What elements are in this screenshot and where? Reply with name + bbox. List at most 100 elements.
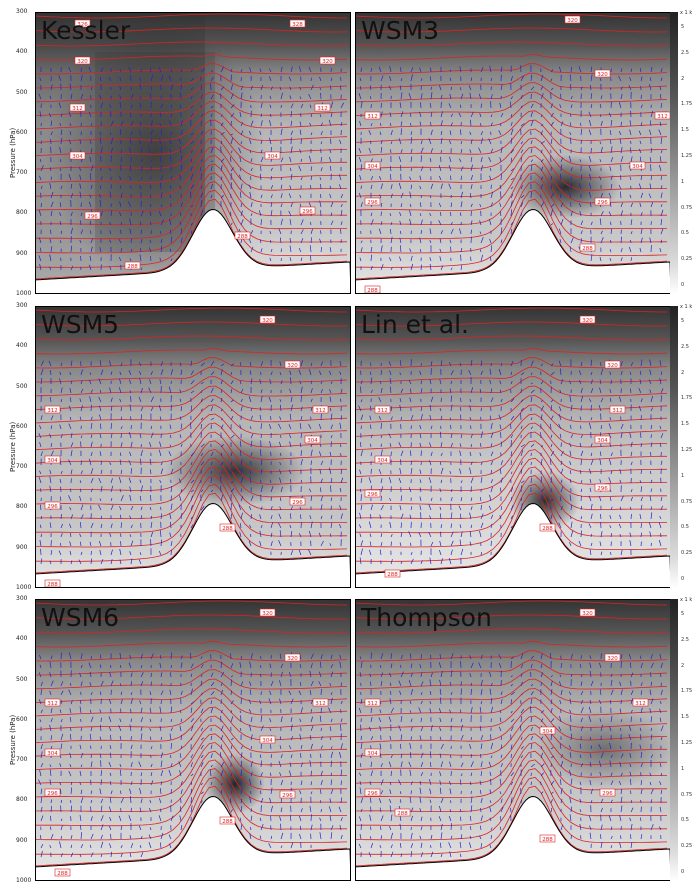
wind-vector bbox=[231, 212, 232, 216]
svg-text:304: 304 bbox=[632, 164, 643, 170]
colorbar-tick: 2 bbox=[681, 663, 684, 669]
y-tick-label: 600 bbox=[16, 423, 27, 430]
wind-vector bbox=[411, 736, 412, 740]
y-axis-label: Pressure (hPa) bbox=[9, 128, 17, 178]
isentrope-label: 288 bbox=[365, 286, 380, 294]
wind-vector bbox=[381, 444, 382, 447]
svg-text:304: 304 bbox=[307, 438, 318, 444]
y-tick-label: 700 bbox=[16, 463, 27, 470]
svg-text:304: 304 bbox=[377, 458, 388, 464]
isentrope-label: 312 bbox=[315, 104, 330, 112]
y-tick-label: 400 bbox=[16, 48, 27, 55]
isentrope-label: 288 bbox=[220, 817, 235, 825]
isentrope-label: 296 bbox=[365, 789, 380, 797]
wind-vector bbox=[461, 398, 462, 402]
wind-vector bbox=[481, 808, 482, 812]
wind-vector bbox=[81, 461, 82, 465]
y-tick-label: 1000 bbox=[16, 584, 31, 591]
wind-vector bbox=[131, 416, 132, 420]
y-axis-label: Pressure (hPa) bbox=[9, 715, 17, 765]
y-tick-label: 1000 bbox=[16, 877, 31, 884]
wind-vector bbox=[581, 140, 582, 144]
wind-vector bbox=[561, 772, 562, 777]
isentrope-label: 312 bbox=[313, 406, 328, 414]
wind-vector bbox=[631, 514, 632, 519]
wind-vector bbox=[411, 790, 412, 794]
isentrope-label: 312 bbox=[45, 406, 60, 414]
wind-vector bbox=[171, 789, 172, 794]
svg-text:288: 288 bbox=[222, 526, 233, 532]
svg-text:312: 312 bbox=[367, 114, 378, 120]
wind-vector bbox=[581, 238, 582, 243]
wind-vector bbox=[321, 184, 322, 189]
colorbar-tick: 0.75 bbox=[681, 792, 692, 798]
isentrope-label: 296 bbox=[45, 502, 60, 510]
y-tick-label: 300 bbox=[16, 8, 27, 15]
wind-vector bbox=[641, 95, 642, 99]
wind-vector bbox=[491, 734, 492, 740]
svg-text:304: 304 bbox=[542, 729, 553, 735]
wind-vector bbox=[371, 406, 372, 411]
isentrope-label: 304 bbox=[265, 152, 280, 160]
y-tick-label: 300 bbox=[16, 302, 27, 309]
isentrope-label: 320 bbox=[605, 361, 620, 369]
svg-text:288: 288 bbox=[397, 811, 408, 817]
isentrope-label: 312 bbox=[313, 699, 328, 707]
wind-vector bbox=[151, 222, 152, 225]
isentrope-label: 304 bbox=[365, 749, 380, 757]
svg-text:312: 312 bbox=[377, 408, 388, 414]
isentrope-label: 320 bbox=[75, 57, 90, 65]
wind-vector bbox=[91, 551, 92, 555]
svg-text:304: 304 bbox=[262, 738, 273, 744]
y-tick-label: 400 bbox=[16, 635, 27, 642]
wind-vector bbox=[451, 823, 452, 830]
colorbar-tick: 2.5 bbox=[681, 50, 689, 56]
wind-vector bbox=[561, 174, 562, 180]
wind-vector bbox=[481, 505, 482, 510]
panel-title: Thompson bbox=[361, 603, 492, 632]
isentrope-label: 304 bbox=[45, 749, 60, 757]
wind-vector bbox=[621, 728, 622, 731]
wind-vector bbox=[41, 689, 42, 695]
panel-title: WSM5 bbox=[41, 310, 119, 339]
colorbar-tick: 5 bbox=[681, 24, 684, 30]
wind-vector bbox=[231, 69, 232, 72]
wind-vector bbox=[411, 123, 412, 126]
wind-vector bbox=[161, 507, 162, 510]
wind-vector bbox=[401, 665, 402, 668]
svg-text:320: 320 bbox=[287, 363, 298, 369]
isentrope-label: 288 bbox=[55, 869, 70, 877]
svg-text:320: 320 bbox=[77, 59, 88, 65]
isentrope-label: 320 bbox=[285, 361, 300, 369]
isentrope-label: 320 bbox=[565, 16, 580, 24]
colorbar-tick: 2.5 bbox=[681, 344, 689, 350]
wind-vector bbox=[621, 661, 622, 668]
colorbar-tick: 0.5 bbox=[681, 817, 689, 823]
wind-vector bbox=[331, 441, 332, 447]
wind-vector bbox=[461, 688, 462, 695]
wind-vector bbox=[321, 728, 322, 731]
wind-vector bbox=[301, 138, 302, 144]
wind-vector bbox=[131, 425, 132, 429]
wind-vector bbox=[141, 177, 142, 180]
svg-text:312: 312 bbox=[315, 701, 326, 707]
isentrope-label: 296 bbox=[300, 207, 315, 215]
wind-vector bbox=[131, 736, 132, 740]
wind-vector bbox=[61, 514, 62, 519]
wind-vector bbox=[311, 78, 312, 81]
y-tick-label: 900 bbox=[16, 544, 27, 551]
colorbar-tick: 5 bbox=[681, 318, 684, 324]
y-tick-label: 500 bbox=[16, 383, 27, 390]
wind-vector bbox=[261, 434, 262, 438]
isentrope-label: 288 bbox=[395, 809, 410, 817]
wind-vector bbox=[311, 709, 312, 713]
isentrope-label: 320 bbox=[260, 316, 275, 324]
svg-text:312: 312 bbox=[635, 701, 646, 707]
y-tick-label: 900 bbox=[16, 250, 27, 257]
wind-vector bbox=[561, 443, 562, 447]
isentrope-label: 296 bbox=[595, 198, 610, 206]
svg-text:312: 312 bbox=[367, 701, 378, 707]
colorbar-tick: 1.25 bbox=[681, 153, 692, 159]
